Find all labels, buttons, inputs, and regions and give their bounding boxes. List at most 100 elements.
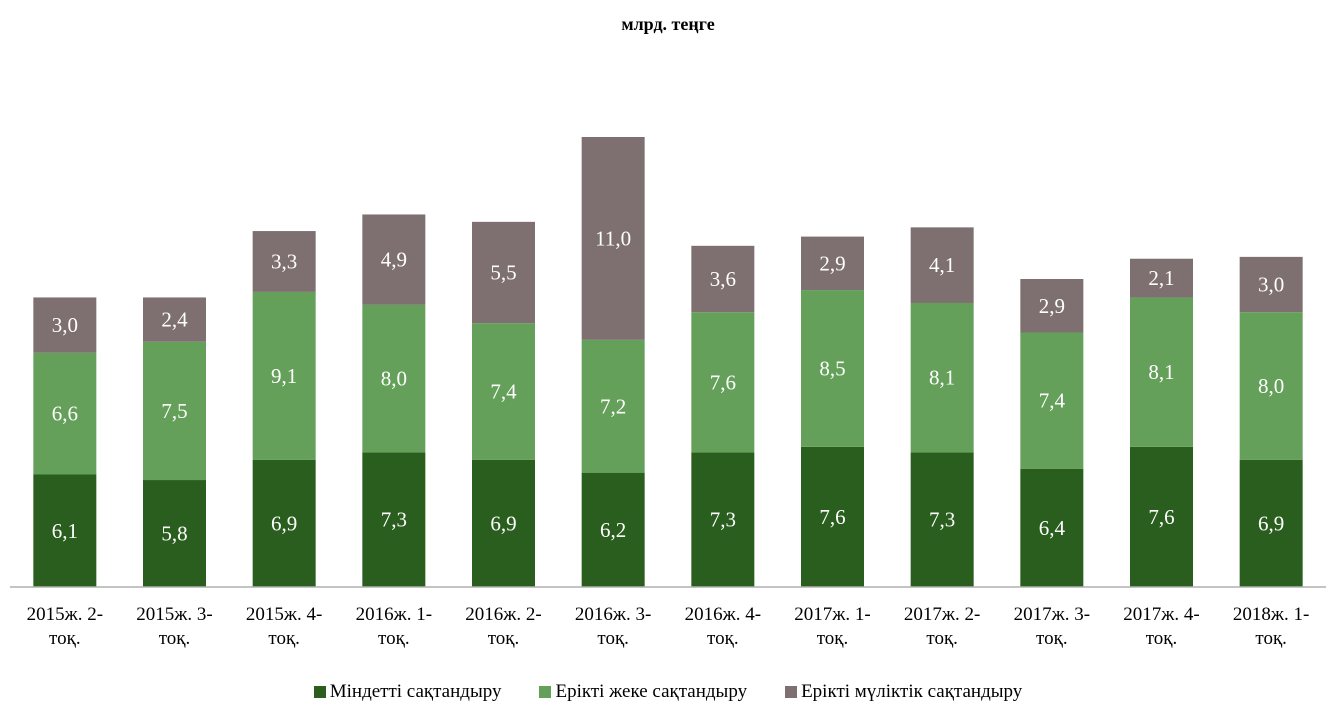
bar-segment-3 [1020, 279, 1084, 333]
bar-segment-1 [143, 480, 206, 587]
bar-segment-3 [910, 227, 974, 303]
x-tick-label: тоқ. [1146, 628, 1178, 649]
x-tick-label: 2017ж. 4- [1123, 604, 1199, 625]
bar-segment-2 [143, 341, 206, 481]
data-label: 4,1 [929, 253, 955, 277]
bar-segment-1 [1020, 468, 1084, 587]
data-label: 5,8 [161, 522, 187, 546]
bar-segment-1 [472, 459, 535, 587]
bar-segment-3 [801, 236, 864, 291]
data-label: 7,3 [381, 508, 407, 532]
bar-segment-1 [1130, 446, 1193, 587]
bar-segment-2 [691, 312, 755, 453]
x-tick-label: 2016ж. 2- [465, 604, 541, 625]
legend-item: Міндетті сақтандыру [313, 681, 502, 703]
x-tick-label: тоқ. [926, 628, 958, 649]
x-tick-label: тоқ. [268, 628, 300, 649]
x-tick-label: тоқ. [1036, 628, 1068, 649]
data-label: 7,3 [710, 508, 736, 532]
data-label: 7,3 [929, 508, 955, 532]
bar-segment-3 [1130, 258, 1193, 298]
legend-label: Міндетті сақтандыру [329, 681, 502, 702]
x-tick-label: 2017ж. 2- [904, 604, 980, 625]
data-label: 4,9 [381, 248, 407, 272]
data-label: 6,9 [271, 511, 297, 535]
x-tick-label: тоқ. [597, 628, 629, 649]
bar-segment-3 [362, 214, 426, 305]
bar-segment-1 [801, 446, 864, 587]
data-label: 2,1 [1148, 266, 1174, 290]
bar-segment-2 [910, 302, 974, 453]
x-tick-label: тоқ. [378, 628, 410, 649]
bar-segment-3 [252, 231, 316, 292]
data-label: 7,6 [710, 370, 736, 394]
x-tick-label: 2015ж. 2- [27, 604, 103, 625]
x-tick-label: тоқ. [1255, 628, 1287, 649]
data-label: 6,9 [1258, 511, 1284, 535]
legend-swatch [539, 686, 552, 698]
data-label: 7,6 [1148, 505, 1174, 529]
x-tick-label: тоқ. [817, 628, 849, 649]
x-tick-label: 2015ж. 3- [136, 604, 212, 625]
data-label: 6,4 [1039, 516, 1066, 540]
bar-segment-2 [1130, 297, 1193, 447]
x-tick-label: 2015ж. 4- [246, 604, 322, 625]
bar-segment-3 [143, 297, 206, 342]
bar-segment-2 [581, 339, 645, 473]
data-label: 11,0 [595, 226, 631, 250]
legend-item: Ерікті жеке сақтандыру [539, 681, 747, 703]
bar-segment-1 [33, 474, 97, 587]
legend-item: Ерікті мүліктік сақтандыру [785, 681, 1022, 703]
bar-segment-2 [1239, 312, 1303, 460]
x-tick-label: 2017ж. 3- [1014, 604, 1090, 625]
data-label: 6,1 [52, 519, 78, 543]
bar-segment-1 [691, 452, 755, 587]
bar-segment-2 [801, 290, 864, 447]
data-label: 3,6 [710, 267, 736, 291]
data-label: 7,2 [600, 394, 626, 418]
x-tick-label: тоқ. [49, 628, 81, 649]
x-tick-label: 2017ж. 1- [794, 604, 870, 625]
bar-segment-2 [252, 291, 316, 460]
x-tick-label: тоқ. [159, 628, 191, 649]
data-label: 3,0 [52, 313, 78, 337]
data-label: 2,9 [1039, 294, 1065, 318]
data-label: 8,0 [1258, 374, 1284, 398]
legend-label: Ерікті мүліктік сақтандыру [801, 681, 1023, 702]
legend-label: Ерікті жеке сақтандыру [555, 681, 748, 702]
chart-title: млрд. теңге [621, 14, 715, 34]
x-tick-label: 2016ж. 3- [575, 604, 651, 625]
bar-segment-3 [581, 137, 645, 340]
bar-segment-1 [362, 452, 426, 587]
data-label: 6,9 [490, 511, 516, 535]
bar-segment-2 [1020, 332, 1084, 469]
x-tick-label: тоқ. [707, 628, 739, 649]
data-label: 8,1 [929, 366, 955, 390]
x-tick-label: 2016ж. 4- [685, 604, 761, 625]
data-label: 5,5 [490, 261, 516, 285]
bar-segment-1 [910, 452, 974, 587]
bar-segment-3 [691, 245, 755, 313]
data-label: 7,5 [161, 399, 187, 423]
bar-segment-2 [33, 352, 97, 475]
data-label: 3,0 [1258, 273, 1284, 297]
bar-segment-2 [472, 323, 535, 460]
data-label: 3,3 [271, 249, 297, 273]
legend-swatch [785, 686, 798, 698]
data-label: 6,2 [600, 518, 626, 542]
data-label: 8,1 [1148, 360, 1174, 384]
bar-segment-2 [362, 304, 426, 453]
data-label: 6,6 [52, 402, 78, 426]
bar-segment-1 [1239, 459, 1303, 587]
data-label: 2,4 [161, 308, 188, 332]
data-label: 7,4 [1039, 389, 1066, 413]
bar-segment-3 [33, 297, 97, 353]
data-label: 7,4 [490, 380, 517, 404]
data-label: 7,6 [819, 505, 845, 529]
bar-segment-1 [581, 472, 645, 587]
bar-segment-3 [1239, 256, 1303, 313]
data-label: 2,9 [819, 251, 845, 275]
bar-segment-3 [472, 221, 535, 324]
